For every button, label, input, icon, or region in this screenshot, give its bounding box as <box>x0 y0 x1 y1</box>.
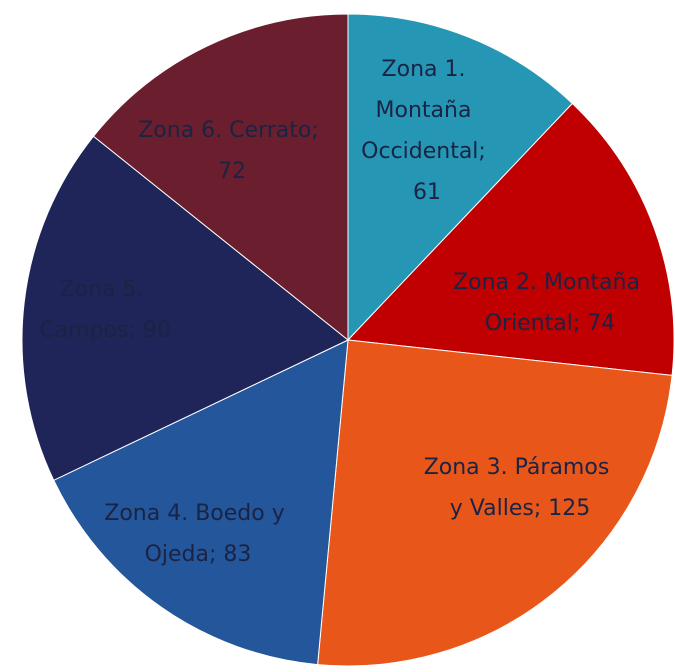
label-line: Ojeda; 83 <box>145 542 252 567</box>
label-line: Oriental; 74 <box>485 311 616 336</box>
label-line: 72 <box>218 159 246 184</box>
label-line: 61 <box>413 180 441 205</box>
pie-slice <box>53 339 349 666</box>
label-line: y Valles; 125 <box>450 496 590 521</box>
label-line: Zona 3. Páramos <box>424 455 617 480</box>
slice-label: Zona 1. Montaña Occidental; 61 <box>361 57 493 205</box>
label-line: Montaña <box>376 98 479 123</box>
slice-label: Zona 6. Cerrato; 72 <box>138 118 326 184</box>
label-line: Zona 2. Montaña <box>453 270 647 295</box>
pie-slice <box>21 135 349 481</box>
slice-label: Zona 3. Páramos y Valles; 125 <box>424 455 617 521</box>
slice-label: Zona 5. Campos; 90 <box>39 277 171 343</box>
label-line: Campos; 90 <box>39 318 171 343</box>
label-line: Zona 1. <box>382 57 473 82</box>
pie-slice <box>92 13 349 342</box>
pie-slice <box>347 13 574 342</box>
label-line: Zona 5. <box>60 277 151 302</box>
label-line: Zona 4. Boedo y <box>104 501 291 526</box>
slice-label: Zona 4. Boedo y Ojeda; 83 <box>104 501 291 567</box>
pie-slice <box>317 339 673 667</box>
label-line: Zona 6. Cerrato; <box>138 118 326 143</box>
label-line: Occidental; <box>361 139 493 164</box>
slice-label: Zona 2. Montaña Oriental; 74 <box>453 270 647 336</box>
pie-slice <box>346 102 675 376</box>
